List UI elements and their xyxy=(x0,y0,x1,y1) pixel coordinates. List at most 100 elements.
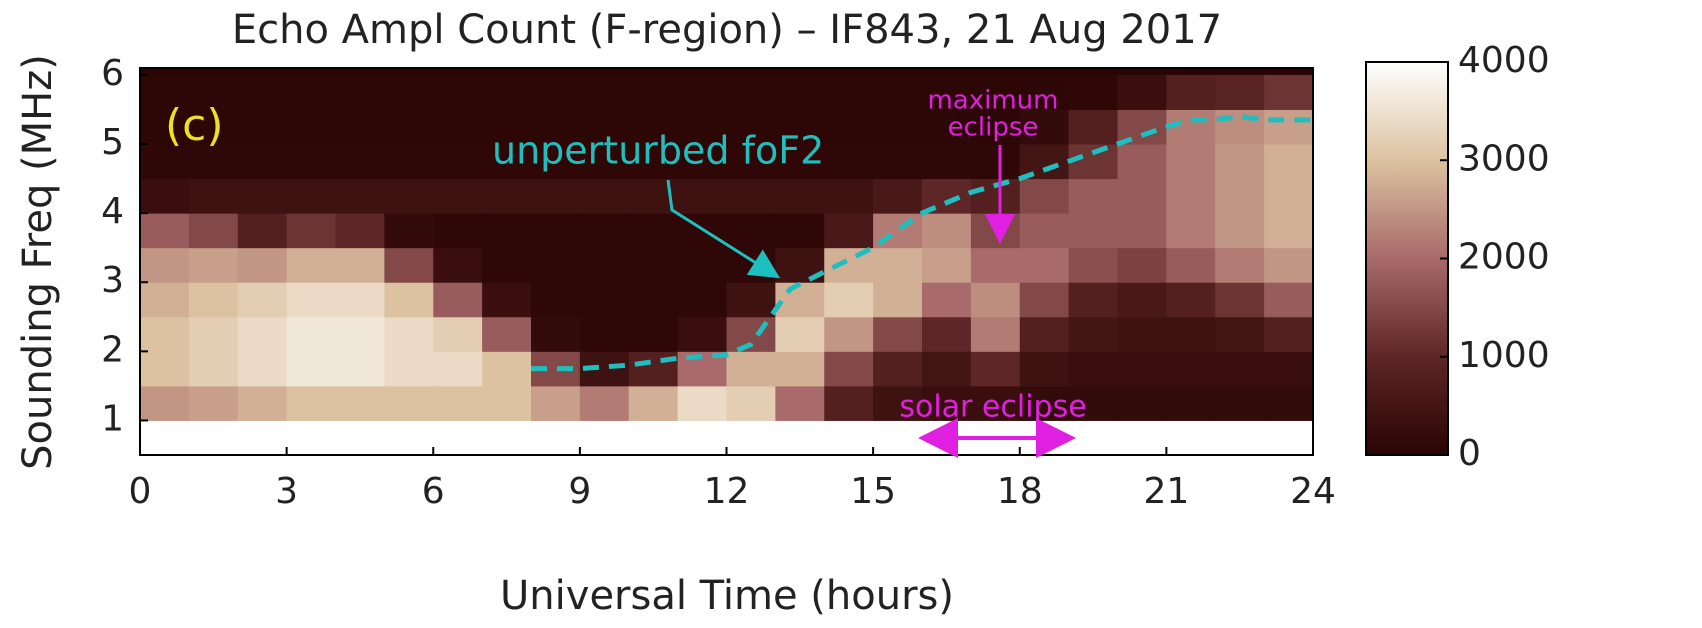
heatmap-cell xyxy=(433,247,483,283)
heatmap-cell xyxy=(579,213,630,249)
heatmap-cell xyxy=(726,351,776,387)
heatmap-cell xyxy=(237,247,288,283)
heatmap-cell xyxy=(824,178,874,214)
heatmap-cell xyxy=(1166,144,1216,180)
heatmap-cell xyxy=(140,74,190,110)
heatmap-cell xyxy=(237,351,288,387)
heatmap-cell xyxy=(677,74,727,110)
heatmap-cell xyxy=(1117,385,1167,421)
heatmap-cell xyxy=(579,385,630,421)
heatmap-cell xyxy=(824,282,874,318)
heatmap-cell xyxy=(1068,144,1118,180)
heatmap-cell xyxy=(970,385,1021,421)
heatmap-cell xyxy=(579,144,630,180)
heatmap-cell xyxy=(1215,178,1265,214)
heatmap-cell xyxy=(335,316,385,352)
heatmap-cell xyxy=(970,247,1021,283)
heatmap-cell xyxy=(1019,109,1070,145)
heatmap-cell xyxy=(1068,74,1118,110)
heatmap-cell xyxy=(384,213,434,249)
heatmap-cell xyxy=(335,282,385,318)
heatmap-cell xyxy=(1166,385,1216,421)
x-tick-label: 18 xyxy=(997,471,1043,512)
heatmap-cell xyxy=(628,213,679,249)
heatmap-cell xyxy=(1166,74,1216,110)
heatmap-cell xyxy=(726,282,776,318)
heatmap-cell xyxy=(1215,282,1265,318)
heatmap-cell xyxy=(188,351,239,387)
heatmap-cell xyxy=(775,351,825,387)
heatmap-cell xyxy=(1166,178,1216,214)
heatmap-cell xyxy=(1019,385,1070,421)
heatmap-cell xyxy=(1264,351,1314,387)
heatmap-cell xyxy=(335,74,385,110)
heatmap-cell xyxy=(873,74,923,110)
annotation: solar eclipse xyxy=(899,390,1086,425)
x-tick-label: 21 xyxy=(1143,471,1189,512)
heatmap-cell xyxy=(824,385,874,421)
heatmap-cell xyxy=(677,247,727,283)
heatmap-cell xyxy=(140,247,190,283)
heatmap-cell xyxy=(579,282,630,318)
heatmap-cell xyxy=(775,385,825,421)
heatmap-cell xyxy=(188,282,239,318)
heatmap-cell xyxy=(140,213,190,249)
heatmap-cell xyxy=(286,351,336,387)
heatmap-cell xyxy=(1166,316,1216,352)
heatmap-cell xyxy=(1215,109,1265,145)
heatmap-cell xyxy=(824,109,874,145)
x-tick-label: 3 xyxy=(275,471,298,512)
heatmap-cell xyxy=(775,178,825,214)
heatmap-cell xyxy=(628,316,679,352)
heatmap-cell xyxy=(775,74,825,110)
heatmap-cell xyxy=(140,109,190,145)
heatmap-cell xyxy=(384,385,434,421)
x-tick-label: 6 xyxy=(422,471,445,512)
heatmap-cell xyxy=(286,144,336,180)
heatmap-cell xyxy=(286,316,336,352)
x-tick-label: 0 xyxy=(129,471,152,512)
annotation-arrow xyxy=(666,179,781,279)
heatmap-cell xyxy=(1264,144,1314,180)
heatmap-cell xyxy=(433,282,483,318)
heatmap-cell xyxy=(1215,213,1265,249)
heatmap-cell xyxy=(140,385,190,421)
heatmap-cell xyxy=(775,213,825,249)
heatmap-cell xyxy=(140,178,190,214)
heatmap-cell xyxy=(140,351,190,387)
heatmap-cell xyxy=(188,247,239,283)
y-tick-label: 6 xyxy=(101,53,124,94)
colorbar-tick-label: 2000 xyxy=(1458,237,1550,278)
heatmap-cell xyxy=(433,351,483,387)
heatmap-cell xyxy=(482,351,532,387)
heatmap-cell xyxy=(579,178,630,214)
heatmap-cell xyxy=(726,213,776,249)
chart-title: Echo Ampl Count (F-region) – IF843, 21 A… xyxy=(232,7,1222,53)
heatmap-cell xyxy=(922,385,972,421)
heatmap-cell xyxy=(384,351,434,387)
heatmap-cell xyxy=(824,74,874,110)
heatmap-cell xyxy=(873,282,923,318)
heatmap-cell xyxy=(482,282,532,318)
heatmap-cell xyxy=(1068,213,1118,249)
heatmap-cell xyxy=(1068,109,1118,145)
heatmap-cell xyxy=(237,316,288,352)
heatmap-cell xyxy=(1117,213,1167,249)
heatmap-cell xyxy=(726,247,776,283)
heatmap-cell xyxy=(433,178,483,214)
heatmap-cell xyxy=(922,351,972,387)
heatmap-cell xyxy=(1068,247,1118,283)
heatmap-cell xyxy=(677,178,727,214)
heatmap-cell xyxy=(726,178,776,214)
heatmap-cell xyxy=(873,385,923,421)
annotation: eclipse xyxy=(948,113,1039,143)
x-tick-label: 24 xyxy=(1290,471,1336,512)
heatmap-cell xyxy=(531,213,581,249)
heatmap-cell xyxy=(677,316,727,352)
heatmap-cell xyxy=(482,316,532,352)
heatmap-cell xyxy=(1264,316,1314,352)
heatmap-cell xyxy=(677,385,727,421)
heatmap-cell xyxy=(922,282,972,318)
heatmap-cell xyxy=(335,213,385,249)
heatmap-cell xyxy=(531,178,581,214)
